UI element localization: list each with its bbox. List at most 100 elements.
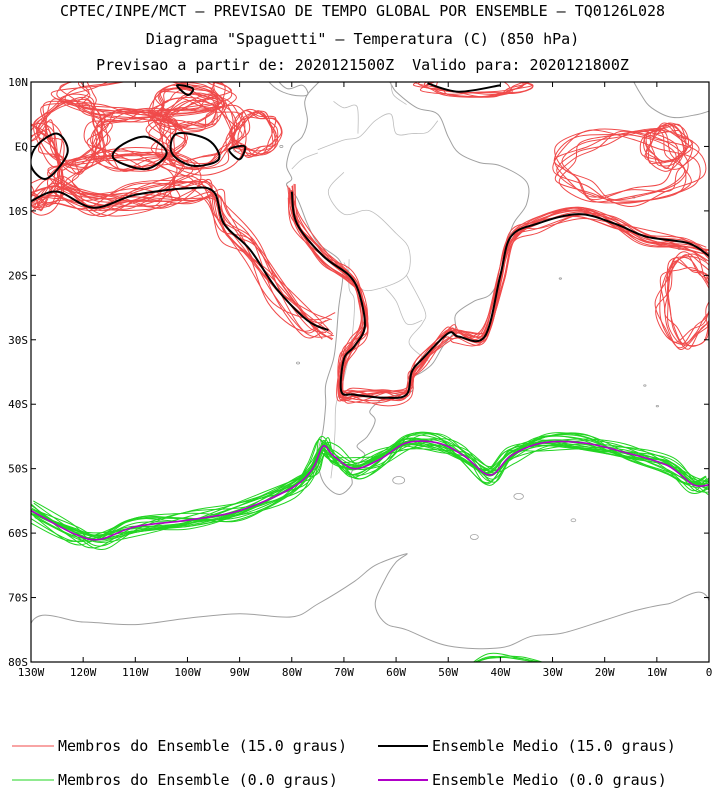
- member-line-0c: [32, 441, 709, 538]
- chart-title-line3: Previsao a partir de: 2020121500Z Valido…: [96, 56, 629, 74]
- axis-ticks: 130W 120W 110W 100W 90W 80W 70W 60W 50W 40W 30W 20W…: [8, 76, 712, 679]
- island: [558, 277, 562, 280]
- member-blob-15c: [554, 128, 689, 201]
- legend-label-red: Membros do Ensemble (15.0 graus): [58, 737, 347, 755]
- member-blob-15c: [148, 93, 233, 165]
- x-tick-label: 100W: [174, 666, 201, 679]
- y-tick-label: 70S: [8, 592, 28, 605]
- member-blob-15c: [152, 88, 218, 131]
- member-blob-15c: [659, 251, 709, 343]
- border-line: [317, 113, 439, 151]
- member-blob-15c: [31, 125, 60, 211]
- y-tick-label: 40S: [8, 398, 28, 411]
- border-line: [406, 275, 431, 363]
- y-tick-label: 10N: [8, 76, 28, 89]
- member-blob-15c: [644, 122, 687, 164]
- mean-line-15c-south-america: [290, 191, 709, 399]
- x-tick-label: 60W: [386, 666, 406, 679]
- x-tick-label: 90W: [230, 666, 250, 679]
- ensemble-members-layer: [31, 82, 709, 662]
- island: [296, 361, 301, 365]
- member-blob-15c: [71, 153, 185, 208]
- coast-south-america: [286, 82, 530, 495]
- border-line: [330, 259, 355, 479]
- x-tick-label: 70W: [334, 666, 354, 679]
- y-tick-label: 20S: [8, 269, 28, 282]
- member-line-15c: [287, 185, 709, 398]
- member-blob-15c: [232, 108, 276, 155]
- coast-antarctica: [31, 553, 709, 650]
- member-blob-15c: [64, 82, 223, 114]
- border-line: [327, 171, 411, 292]
- x-tick-label: 30W: [543, 666, 563, 679]
- x-tick-label: 130W: [18, 666, 45, 679]
- island: [513, 492, 524, 500]
- member-blob-15c: [53, 158, 194, 202]
- member-blob-15c: [655, 260, 709, 347]
- member-blob-15c: [47, 148, 176, 207]
- member-blob-15c: [96, 109, 187, 171]
- member-blob-15c: [31, 123, 65, 216]
- legend-label-black: Ensemble Medio (15.0 graus): [432, 737, 676, 755]
- member-blob-15c: [65, 153, 202, 209]
- member-line-15c: [33, 182, 324, 339]
- member-line-0c: [32, 438, 709, 536]
- member-blob-15c: [643, 122, 690, 169]
- island: [279, 145, 284, 148]
- y-tick-label: EQ: [15, 140, 28, 153]
- member-blob-15c: [553, 129, 700, 198]
- border-line: [291, 152, 318, 170]
- y-tick-label: 50S: [8, 463, 28, 476]
- x-tick-label: 120W: [70, 666, 97, 679]
- island: [392, 476, 406, 485]
- member-blob-15c: [78, 82, 226, 114]
- border-line: [333, 100, 359, 134]
- y-tick-label: 10S: [8, 205, 28, 218]
- member-line-0c: [32, 437, 709, 536]
- legend-label-purple: Ensemble Medio (0.0 graus): [432, 771, 667, 789]
- mean-line-0c: [31, 440, 709, 541]
- member-blob-15c: [160, 97, 247, 176]
- member-blob-15c: [552, 129, 701, 204]
- ensemble-mean-layer: [31, 82, 709, 541]
- x-tick-label: 20W: [595, 666, 615, 679]
- mean-line-15c-equatorial: [31, 132, 69, 180]
- member-line-15c: [291, 192, 709, 402]
- member-blob-15c: [231, 110, 274, 152]
- mean-loop-15c: [175, 83, 195, 96]
- x-tick-label: 10W: [647, 666, 667, 679]
- member-blob-15c: [666, 256, 709, 350]
- member-blob-15c: [50, 82, 237, 118]
- member-blob-15c: [149, 86, 228, 127]
- member-blob-15c: [413, 82, 534, 94]
- mean-loop-15c: [111, 135, 168, 171]
- member-line-0c: [31, 442, 709, 541]
- x-tick-label: 40W: [490, 666, 510, 679]
- member-blob-15c: [654, 253, 709, 349]
- plot-frame: [30, 81, 710, 663]
- x-tick-label: 110W: [122, 666, 149, 679]
- x-tick-label: 50W: [438, 666, 458, 679]
- member-blob-15c: [229, 116, 282, 159]
- member-blob-15c: [659, 267, 709, 350]
- member-blob-15c: [152, 90, 224, 128]
- member-blob-15c: [232, 112, 279, 157]
- border-line: [390, 82, 407, 105]
- legend: Membros do Ensemble (15.0 graus) Ensembl…: [12, 737, 676, 789]
- member-blob-15c: [556, 130, 692, 202]
- member-blob-15c: [424, 82, 527, 96]
- y-tick-label: 60S: [8, 527, 28, 540]
- member-blob-15c: [31, 121, 63, 207]
- island: [643, 384, 647, 387]
- member-blob-15c: [645, 129, 685, 172]
- member-blob-15c: [31, 119, 63, 204]
- island: [570, 518, 577, 523]
- island: [469, 534, 479, 540]
- chart-title-line2: Diagrama "Spaguetti" – Temperatura (C) (…: [145, 30, 580, 48]
- member-blob-15c: [83, 109, 189, 172]
- border-line: [385, 287, 423, 326]
- x-tick-label: 0: [706, 666, 713, 679]
- x-tick-label: 80W: [282, 666, 302, 679]
- member-blob-15c: [643, 123, 693, 170]
